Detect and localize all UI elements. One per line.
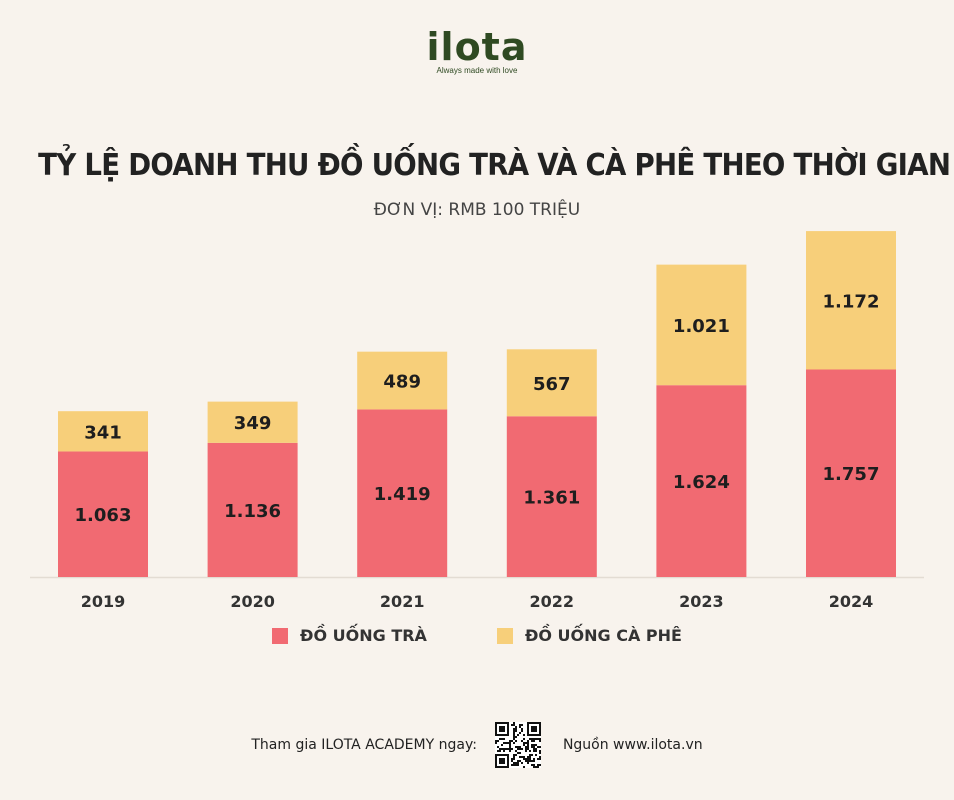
x-tick-label-2020: 2020	[230, 592, 275, 611]
x-tick-label-2019: 2019	[81, 592, 126, 611]
data-label-coffee-2021: 489	[383, 372, 421, 393]
data-label-coffee-2020: 349	[234, 413, 272, 434]
bar-coffee-2020	[207, 401, 298, 443]
data-label-coffee-2019: 341	[84, 422, 122, 443]
brand-logo: ilota Always made with love	[0, 28, 954, 75]
bar-tea-2020	[207, 442, 298, 577]
logo-wordmark: ilota	[426, 25, 528, 69]
x-tick-label-2023: 2023	[679, 592, 724, 611]
x-tick-label-2022: 2022	[530, 592, 575, 611]
chart-legend: ĐỒ UỐNG TRÀ ĐỒ UỐNG CÀ PHÊ	[0, 626, 954, 645]
legend-label-coffee: ĐỒ UỐNG CÀ PHÊ	[524, 626, 682, 645]
bar-coffee-2021	[357, 351, 448, 410]
data-label-tea-2021: 1.419	[374, 484, 431, 505]
qr-code-icon[interactable]	[494, 722, 541, 768]
data-label-tea-2022: 1.361	[523, 488, 580, 509]
bar-coffee-2024	[806, 231, 896, 370]
data-label-coffee-2024: 1.172	[823, 291, 880, 312]
bar-coffee-2019	[58, 411, 148, 452]
legend-label-tea: ĐỒ UỐNG TRÀ	[300, 626, 427, 645]
data-label-coffee-2023: 1.021	[673, 316, 730, 337]
data-label-tea-2023: 1.624	[673, 472, 730, 493]
footer: Tham gia ILOTA ACADEMY ngay: Nguồn www.i…	[0, 722, 954, 768]
logo-tagline: Always made with love	[436, 66, 518, 75]
x-tick-label-2021: 2021	[380, 592, 425, 611]
legend-swatch-coffee	[496, 627, 513, 644]
legend-item-coffee: ĐỒ UỐNG CÀ PHÊ	[496, 626, 682, 645]
data-label-coffee-2022: 567	[533, 374, 571, 395]
data-label-tea-2020: 1.136	[224, 501, 281, 522]
data-label-tea-2019: 1.063	[75, 505, 132, 526]
legend-item-tea: ĐỒ UỐNG TRÀ	[272, 626, 427, 645]
footer-source-text: Nguồn www.ilota.vn	[562, 737, 703, 753]
footer-join-text: Tham gia ILOTA ACADEMY ngay:	[251, 737, 477, 753]
bar-tea-2022	[506, 416, 597, 577]
bar-tea-2019	[58, 451, 148, 577]
bar-tea-2021	[357, 409, 448, 577]
data-label-tea-2024: 1.757	[823, 464, 880, 485]
chart-subtitle: ĐƠN VỊ: RMB 100 TRIỆU	[373, 200, 581, 220]
x-tick-label-2024: 2024	[829, 592, 874, 611]
legend-swatch-tea	[272, 627, 289, 644]
bar-coffee-2023	[656, 264, 747, 386]
chart-title: TỶ LỆ DOANH THU ĐỒ UỐNG TRÀ VÀ CÀ PHÊ TH…	[38, 148, 951, 183]
bar-tea-2023	[656, 385, 747, 577]
stacked-bar-chart: 1.063 341 2019 1.136 349 2020 1.419 489 2021 1.36…	[30, 231, 924, 611]
bar-tea-2024	[806, 369, 896, 577]
bar-coffee-2022	[506, 349, 597, 417]
